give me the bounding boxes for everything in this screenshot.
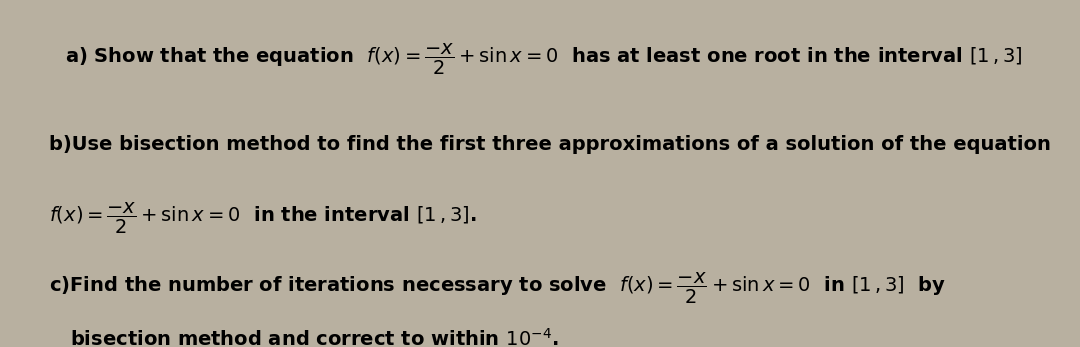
Text: a) Show that the equation  $f(x) = \dfrac{-x}{2} + \sin x = 0$  has at least one: a) Show that the equation $f(x) = \dfrac…: [65, 42, 1023, 77]
Text: $f(x) = \dfrac{-x}{2} + \sin x = 0$  in the interval $\left[1\,,3\right]$.: $f(x) = \dfrac{-x}{2} + \sin x = 0$ in t…: [49, 201, 476, 236]
Text: b)Use bisection method to find the first three approximations of a solution of t: b)Use bisection method to find the first…: [49, 135, 1051, 154]
Text: c)Find the number of iterations necessary to solve  $f(x) = \dfrac{-x}{2} + \sin: c)Find the number of iterations necessar…: [49, 271, 946, 306]
Text: bisection method and correct to within $10^{-4}$.: bisection method and correct to within $…: [70, 328, 558, 347]
